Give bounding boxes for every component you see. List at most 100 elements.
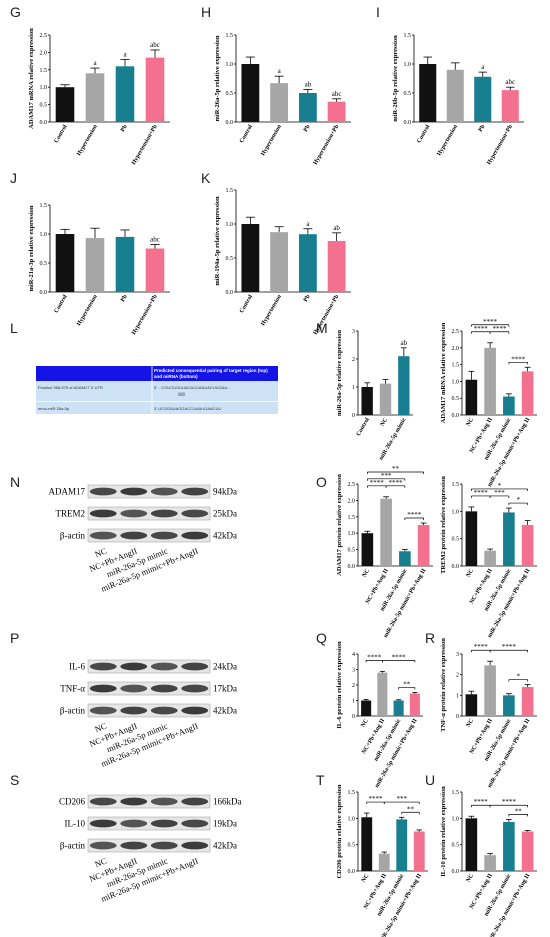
y-tick-label: 1.5 [404, 33, 412, 39]
y-axis-label: miR-26a-5p relative expression [214, 35, 221, 121]
y-tick-label: 1 [456, 693, 459, 699]
blot-band [120, 509, 148, 518]
blot-band [120, 841, 148, 850]
bar-2 [398, 356, 410, 415]
blot-band [150, 706, 178, 715]
blot-band [181, 531, 209, 540]
y-axis-label: IL-10 protein relative expression [440, 786, 447, 877]
target-prediction-table: Predicted consequential pairing of targe… [36, 366, 278, 414]
bar-1 [377, 672, 388, 716]
significance-stars: *** [397, 795, 408, 803]
blot-band [89, 706, 117, 715]
chart-i: 0.0 0.5 1.0 1.5 miR-26b-5p relative expressi… [392, 33, 524, 166]
bar-3 [327, 241, 346, 292]
y-tick-label: 0.0 [348, 564, 356, 570]
bar-1 [484, 347, 496, 415]
table-header-line1: Predicted consequential pairing of targe… [154, 368, 268, 373]
bar-2 [298, 234, 317, 292]
panel-label-q: Q [316, 630, 327, 646]
x-tick-label: Control [239, 124, 254, 145]
blot-band [89, 487, 117, 496]
bar-3 [409, 693, 420, 716]
blot-band [120, 531, 148, 540]
x-tick-label: NC [466, 718, 476, 729]
blot-strip [87, 816, 211, 831]
chart-h: 0.0 0.5 1.0 1.5 miR-26a-5p relative expressi… [214, 33, 351, 166]
y-tick-label: 0.0 [226, 290, 234, 296]
significance-letter: a [306, 220, 310, 228]
table-row-1 [36, 381, 278, 402]
blot-band [150, 819, 178, 828]
significance-stars: **** [389, 479, 404, 487]
lane-label: NC [93, 545, 108, 559]
kda-label: 17kDa [213, 684, 237, 694]
significance-stars: **** [407, 511, 422, 519]
y-tick-label: 0 [352, 413, 355, 419]
panel-label-u: U [425, 772, 436, 788]
x-tick-label: NC [466, 873, 476, 884]
y-tick-label: 2.0 [452, 346, 460, 352]
significance-letter: ab [401, 339, 408, 347]
significance-letter: abc [150, 235, 160, 243]
y-tick-label: 2 [352, 683, 355, 689]
bar-0 [465, 818, 478, 871]
blot-band [150, 509, 178, 518]
y-tick-label: 1.5 [348, 515, 356, 521]
y-tick-label: 0.0 [452, 413, 460, 419]
y-tick-label: 2.5 [40, 33, 48, 39]
bar-3 [521, 687, 534, 716]
x-tick-label: Hypertension+Pb [486, 123, 514, 166]
panel-label-p: P [10, 630, 20, 646]
kda-label: 42kDa [213, 531, 237, 541]
significance-stars: **** [369, 795, 384, 803]
x-tick-label: Hypertension [436, 123, 459, 157]
bar-0 [55, 234, 75, 292]
chart-u: 0.0 0.5 1.0 1.5 IL-10 protein relative expre… [440, 786, 537, 937]
blot-strip [87, 506, 211, 521]
significance-letter: ab [305, 81, 312, 89]
kda-label: 19kDa [213, 819, 237, 829]
panel-label-r: R [425, 630, 436, 646]
y-tick-label: 1.0 [348, 816, 356, 822]
x-tick-label: Hypertension [76, 123, 99, 157]
y-tick-label: 1.5 [40, 68, 48, 74]
bar-1 [484, 665, 496, 716]
panel-label-h: H [201, 4, 212, 20]
bar-1 [270, 232, 289, 292]
blot-strip [87, 681, 211, 696]
y-axis-label: TNF-α protein relative expression [440, 638, 447, 732]
x-tick-label: Pb [120, 293, 129, 303]
significance-stars: **** [493, 325, 508, 333]
bar-1 [484, 550, 496, 566]
x-tick-label: Pb [120, 123, 129, 133]
y-tick-label: 0.5 [226, 256, 234, 262]
x-tick-label: NC [361, 873, 371, 884]
y-tick-label: 1.5 [40, 203, 48, 209]
bar-2 [503, 822, 515, 871]
table-row2-label: mmu-miR-26a-5p [38, 406, 70, 411]
chart-j: 0.0 0.5 1.0 1.5 miR-21a-3p relative expressi… [28, 203, 170, 336]
significance-stars: **** [370, 479, 385, 487]
bar-1 [270, 83, 289, 122]
x-tick-label: Pb [303, 123, 312, 133]
x-tick-label: Hypertension+Pb [131, 293, 159, 336]
y-tick-label: 0.0 [226, 120, 234, 126]
x-tick-label: Hypertension [260, 293, 283, 327]
significance-stars: ** [392, 465, 400, 473]
y-tick-label: 1.5 [226, 33, 234, 39]
x-tick-label: Control [54, 294, 69, 315]
lane-label: NC [93, 720, 108, 734]
y-tick-label: 1.0 [40, 85, 48, 91]
y-tick-label: 0.5 [404, 91, 412, 97]
blot-band [89, 662, 117, 671]
bar-2 [399, 551, 411, 566]
y-tick-label: 2.0 [40, 50, 48, 56]
y-tick-label: 2.0 [348, 498, 356, 504]
y-tick-label: 0.5 [40, 261, 48, 267]
y-tick-label: 2.5 [348, 482, 356, 488]
bar-2 [503, 396, 515, 415]
bar-2 [393, 700, 404, 716]
blot-band [181, 684, 209, 693]
table-header-line2: and miRNA (bottom) [154, 374, 198, 379]
y-tick-label: 1.0 [226, 62, 234, 68]
